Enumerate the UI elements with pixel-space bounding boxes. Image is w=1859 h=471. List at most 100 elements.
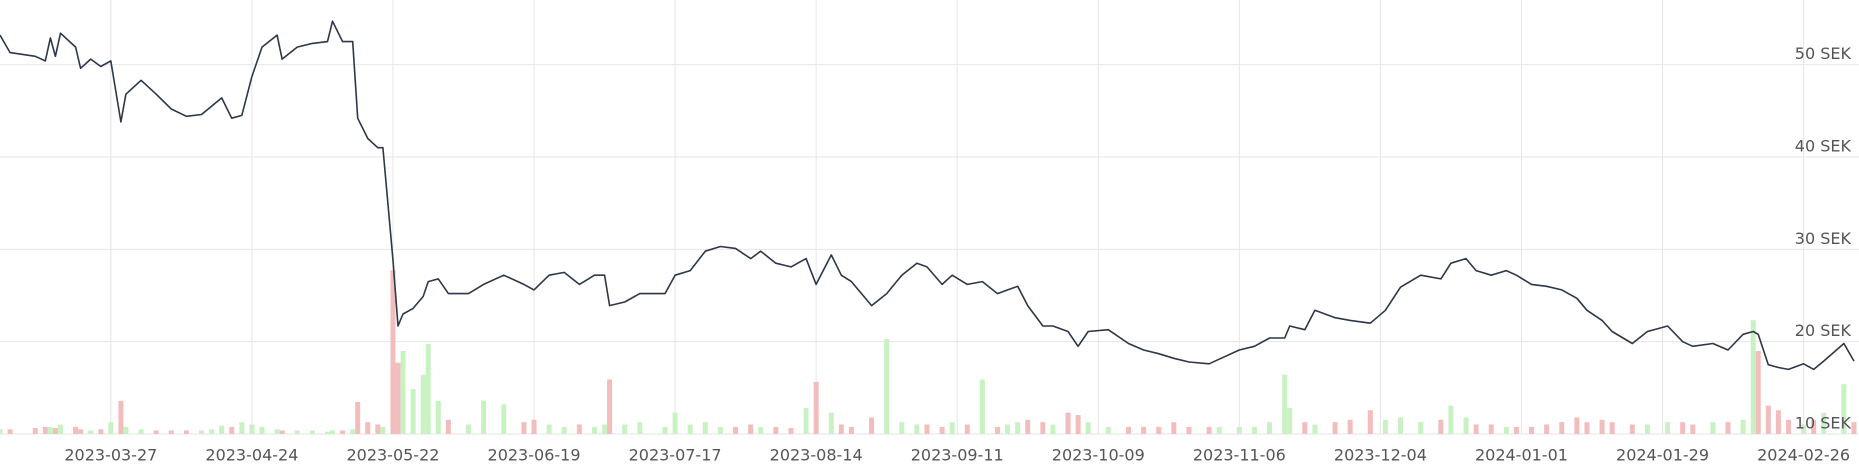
volume-bar: [979, 379, 985, 434]
volume-bar: [445, 419, 451, 434]
volume-bar: [1025, 419, 1031, 434]
volume-bar: [546, 424, 552, 434]
volume-bar: [153, 430, 159, 434]
volume-bar: [531, 419, 537, 434]
x-tick-label: 2023-04-24: [205, 446, 298, 465]
volume-bar: [1125, 426, 1131, 434]
volume-bar: [758, 426, 764, 434]
volume-bar: [939, 426, 945, 434]
volume-bar: [788, 428, 794, 434]
volume-bar: [869, 417, 875, 434]
volume-bar: [1775, 410, 1781, 434]
volume-bar: [838, 424, 844, 434]
volume-bar: [773, 426, 779, 434]
volume-bar: [637, 422, 643, 434]
price: [0, 20, 1855, 371]
volume-bar: [1463, 417, 1469, 434]
y-tick-label: 20 SEK: [1795, 321, 1852, 340]
volume-bar: [1740, 419, 1746, 434]
volume-bar: [1141, 426, 1147, 434]
volume-bar: [622, 424, 628, 434]
volume-bar: [602, 424, 608, 434]
volume-bar: [209, 429, 215, 434]
x-tick-label: 2023-06-19: [488, 446, 581, 465]
x-tick-label: 2023-11-06: [1193, 446, 1286, 465]
volume-bar: [1710, 422, 1716, 434]
volume-bar: [1105, 426, 1111, 434]
volume-bar: [1609, 422, 1615, 434]
volume-bar: [324, 431, 330, 434]
volume-bar: [259, 426, 265, 434]
volume-bar: [1801, 424, 1807, 434]
volume-bar: [1398, 417, 1404, 434]
volume-bar: [73, 426, 79, 434]
volume-bar: [717, 426, 723, 434]
price-line: [0, 20, 1855, 371]
volume-bar: [1765, 405, 1771, 434]
volume-bar: [1065, 412, 1071, 434]
volume-bar: [576, 424, 582, 434]
volume-bar: [420, 374, 426, 434]
volume-bar: [1005, 424, 1011, 434]
x-tick-label: 2023-07-17: [629, 446, 722, 465]
volume-bar: [561, 426, 567, 434]
volume-bar: [1841, 384, 1847, 434]
volume-bar: [0, 429, 3, 434]
volume-bar: [1367, 410, 1373, 434]
volume-bar: [1584, 422, 1590, 434]
volume-bar: [279, 430, 285, 434]
volume-bar: [32, 428, 38, 434]
volume-bar: [1690, 424, 1696, 434]
volume-bar: [803, 407, 809, 434]
volume-bar: [1644, 424, 1650, 434]
volume-bar: [687, 424, 693, 434]
volume-bar: [481, 400, 487, 434]
volume-bar: [330, 430, 336, 434]
volume-bar: [1075, 415, 1081, 434]
volume-bar: [168, 430, 174, 434]
volume-bar: [108, 422, 114, 434]
volume-bar: [949, 422, 955, 434]
grid: [0, 0, 1859, 435]
volume-bar: [410, 388, 416, 434]
volume-bar: [309, 430, 315, 434]
volume-bar: [7, 429, 13, 434]
volume-bar: [1267, 422, 1273, 434]
x-tick-label: 2024-01-29: [1616, 446, 1709, 465]
volume-bar: [138, 429, 144, 434]
volume-bar: [98, 429, 104, 434]
volume-bar: [390, 270, 396, 434]
volume-bar: [1750, 320, 1756, 434]
volume-bar: [1725, 422, 1731, 434]
volume-bar: [1186, 426, 1192, 434]
volume-bar: [1599, 419, 1605, 434]
volume-bar: [47, 426, 53, 434]
volume-bar: [748, 424, 754, 434]
volume-bar: [1851, 422, 1857, 434]
volume-bar: [521, 422, 527, 434]
volume-bar: [1282, 374, 1288, 434]
volume-bar: [1680, 422, 1686, 434]
volume-bar: [199, 430, 205, 434]
x-tick-label: 2023-08-14: [770, 446, 863, 465]
y-tick-label: 30 SEK: [1795, 229, 1852, 248]
volume-bar: [1251, 426, 1257, 434]
volume-bar: [1287, 407, 1293, 434]
volume-bar: [1574, 417, 1580, 434]
volume-bar: [340, 430, 346, 434]
volume-bar: [662, 426, 668, 434]
volume-bar: [239, 422, 245, 434]
volume-bar: [466, 424, 472, 434]
volume-bar: [1503, 426, 1509, 434]
y-tick-label: 50 SEK: [1795, 44, 1852, 63]
volume-bar: [702, 422, 708, 434]
volume-bar: [1488, 424, 1494, 434]
volume-bar: [395, 362, 401, 434]
volume-bar: [57, 424, 63, 434]
x-tick-label: 2024-01-01: [1475, 446, 1568, 465]
volume-bar: [183, 430, 189, 434]
volume-bar: [501, 404, 507, 434]
volume-bar: [733, 426, 739, 434]
y-tick-label: 40 SEK: [1795, 136, 1852, 155]
volume-bar: [1171, 422, 1177, 434]
